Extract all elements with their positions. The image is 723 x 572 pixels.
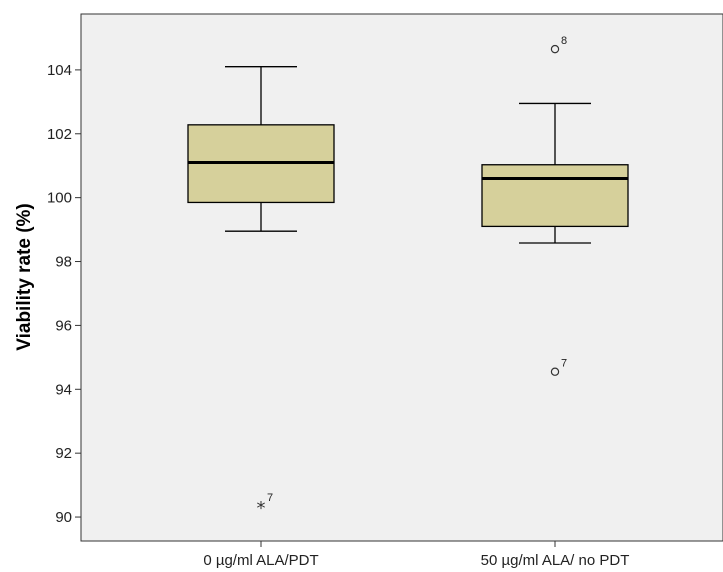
box-1: * 7 — [187, 66, 335, 519]
y-axis-title: Viability rate (%) — [14, 203, 35, 350]
box-series: * 787 — [187, 35, 629, 519]
x-axis: 0 µg/ml ALA/PDT 50 µg/ml ALA/ no PDT — [203, 541, 629, 569]
extreme-outlier-marker: * — [257, 498, 266, 519]
y-tick-label: 104 — [47, 62, 72, 79]
box-2: 87 — [481, 35, 629, 376]
x-category-label: 0 µg/ml ALA/PDT — [203, 552, 318, 569]
y-tick-label: 92 — [55, 445, 72, 462]
y-tick-label: 94 — [55, 381, 72, 398]
outlier-label: 8 — [561, 35, 567, 47]
interquartile-box — [481, 164, 629, 228]
x-category-label: 50 µg/ml ALA/ no PDT — [481, 552, 630, 569]
y-tick-label: 100 — [47, 190, 72, 207]
y-tick-label: 96 — [55, 317, 72, 334]
outlier-label: 7 — [561, 358, 567, 370]
y-axis: 90 92 94 96 98 100 102 104 — [47, 62, 81, 526]
plot-background — [80, 13, 723, 542]
y-tick-label: 102 — [47, 126, 72, 143]
outlier-label: 7 — [267, 492, 273, 504]
outlier-marker — [550, 44, 560, 54]
y-tick-label: 90 — [55, 509, 72, 526]
outlier-marker — [550, 367, 560, 376]
y-tick-label: 98 — [55, 254, 72, 271]
